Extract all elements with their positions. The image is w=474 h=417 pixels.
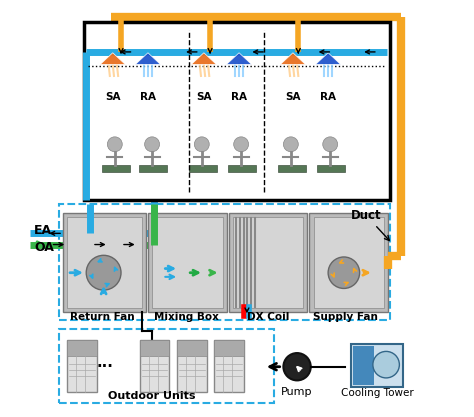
Text: OA: OA (34, 241, 54, 254)
Text: Supply Fan: Supply Fan (313, 311, 378, 322)
Bar (101, 165, 130, 172)
Text: Outdoor Units: Outdoor Units (109, 391, 196, 401)
Bar (67, 217, 142, 308)
Circle shape (373, 352, 400, 378)
Polygon shape (136, 53, 160, 64)
Circle shape (86, 255, 121, 290)
Bar (67, 340, 97, 357)
Text: Pump: Pump (281, 387, 313, 397)
Bar (177, 340, 207, 357)
Polygon shape (227, 53, 252, 64)
Text: ...: ... (96, 355, 113, 370)
Bar (189, 165, 217, 172)
Bar (351, 344, 403, 387)
Text: Return Fan: Return Fan (70, 311, 135, 322)
Circle shape (323, 137, 337, 152)
Bar (84, 22, 390, 200)
Bar (314, 217, 384, 308)
Text: DX Coil: DX Coil (247, 311, 289, 322)
Bar (317, 165, 345, 172)
Bar (310, 213, 388, 312)
Circle shape (328, 257, 360, 289)
Bar (139, 165, 167, 172)
Text: RA: RA (140, 92, 156, 102)
Text: Cooling Tower: Cooling Tower (341, 388, 413, 398)
Circle shape (283, 353, 311, 380)
Bar (140, 340, 170, 392)
Circle shape (145, 137, 160, 152)
Bar (140, 340, 170, 357)
Polygon shape (100, 53, 125, 64)
Bar (214, 340, 244, 357)
Text: SA: SA (196, 92, 211, 102)
Bar (177, 340, 207, 392)
Bar (228, 165, 256, 172)
Bar (67, 340, 97, 392)
Circle shape (234, 137, 248, 152)
Bar (152, 217, 222, 308)
Text: SA: SA (285, 92, 301, 102)
Bar (214, 340, 244, 392)
Circle shape (283, 137, 298, 152)
Circle shape (194, 137, 209, 152)
Circle shape (107, 137, 122, 152)
Polygon shape (316, 53, 340, 64)
Bar (353, 346, 374, 385)
Bar (59, 204, 390, 320)
Text: Duct: Duct (351, 209, 390, 241)
Polygon shape (281, 53, 305, 64)
Text: RA: RA (231, 92, 247, 102)
Bar (233, 217, 303, 308)
Text: RA: RA (320, 92, 336, 102)
Polygon shape (191, 53, 216, 64)
Bar (278, 165, 306, 172)
Text: SA: SA (105, 92, 120, 102)
Text: Mixing Box: Mixing Box (154, 311, 219, 322)
Text: EA: EA (34, 224, 52, 237)
Bar (148, 213, 227, 312)
Bar (59, 329, 274, 403)
Bar (229, 213, 308, 312)
Bar (63, 213, 146, 312)
